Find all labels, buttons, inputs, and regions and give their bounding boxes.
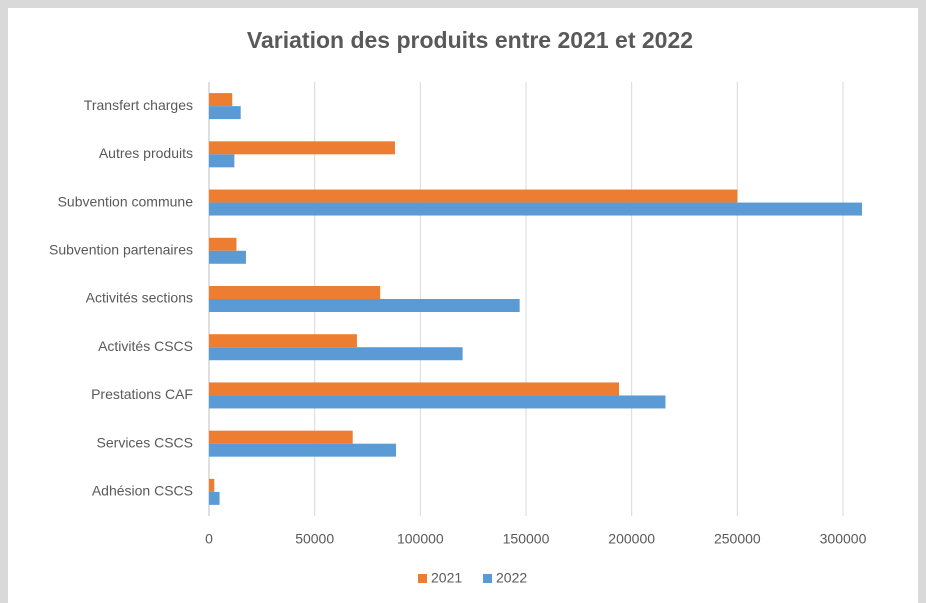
x-tick-label: 300000 xyxy=(820,531,867,547)
y-tick-label: Transfert charges xyxy=(84,97,193,113)
bar xyxy=(209,154,235,168)
bar xyxy=(209,237,237,251)
bar xyxy=(209,141,395,155)
x-tick-label: 250000 xyxy=(714,531,761,547)
y-tick-label: Subvention partenaires xyxy=(49,241,193,257)
y-tick-label: Subvention commune xyxy=(58,193,194,209)
bar xyxy=(209,443,397,457)
x-tick-label: 50000 xyxy=(295,531,334,547)
bar xyxy=(209,299,520,312)
bar xyxy=(209,286,381,299)
bar xyxy=(209,189,738,203)
bar xyxy=(209,395,666,409)
bar xyxy=(209,93,233,107)
x-tick-label: 0 xyxy=(205,531,213,547)
bar xyxy=(209,382,619,396)
bar xyxy=(209,250,246,264)
y-tick-label: Prestations CAF xyxy=(91,386,193,402)
bar xyxy=(209,334,357,348)
y-tick-label: Autres produits xyxy=(99,145,193,161)
y-tick-label: Activités sections xyxy=(86,290,193,306)
y-tick-label: Services CSCS xyxy=(97,434,193,450)
x-tick-label: 150000 xyxy=(503,531,550,547)
bar xyxy=(209,347,463,361)
bar xyxy=(209,491,220,505)
bar xyxy=(209,478,215,492)
legend-label: 2022 xyxy=(496,570,527,586)
x-tick-label: 100000 xyxy=(397,531,444,547)
legend-swatch xyxy=(483,574,492,583)
bar xyxy=(209,106,241,120)
legend-swatch xyxy=(418,574,427,583)
chart-title: Variation des produits entre 2021 et 202… xyxy=(247,27,693,53)
x-tick-label: 200000 xyxy=(608,531,655,547)
bar xyxy=(209,202,863,216)
y-tick-label: Activités CSCS xyxy=(98,338,193,354)
y-tick-label: Adhésion CSCS xyxy=(92,483,193,499)
legend-label: 2021 xyxy=(431,570,462,586)
bar xyxy=(209,430,353,444)
